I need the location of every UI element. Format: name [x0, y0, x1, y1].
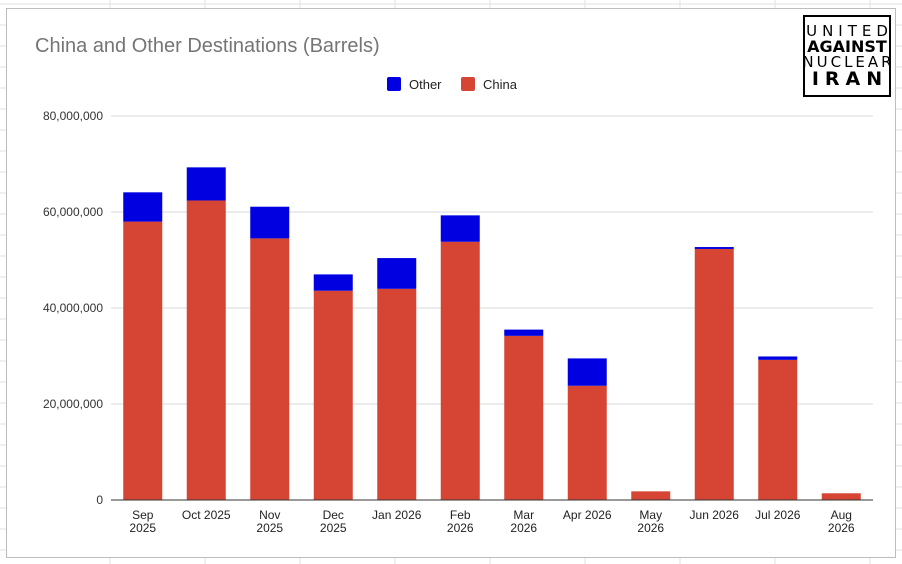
legend-swatch — [461, 77, 475, 91]
uani-logo: UNITED AGAINST NUCLEAR IRAN — [802, 15, 895, 97]
logo-text-line: NUCLEAR — [802, 52, 895, 71]
x-tick-label: 2025 — [320, 521, 347, 535]
x-tick-label: Jun 2026 — [690, 508, 740, 522]
x-tick-label: 2025 — [129, 521, 156, 535]
chart-container[interactable]: China and Other Destinations (Barrels) 0… — [6, 8, 896, 558]
x-tick-label: Mar — [513, 508, 534, 522]
x-tick-label: Feb — [450, 508, 471, 522]
logo-text-line: UNITED — [806, 21, 893, 40]
logo-text-line: AGAINST — [807, 36, 887, 56]
logo-text-line: IRAN — [811, 67, 889, 90]
bar-china — [440, 241, 480, 500]
x-tick-label: 2025 — [256, 521, 283, 535]
bar-china — [694, 248, 734, 500]
bar-china — [631, 491, 671, 500]
bar-china — [758, 359, 798, 500]
bar-other — [186, 167, 226, 201]
bar-china — [821, 493, 861, 500]
bar-other — [694, 247, 734, 249]
y-tick-label: 80,000,000 — [43, 109, 103, 123]
bar-other — [504, 329, 544, 336]
bar-china — [186, 200, 226, 501]
bar-other — [440, 215, 480, 242]
x-tick-label: Oct 2025 — [182, 508, 231, 522]
bar-china — [504, 335, 544, 500]
x-tick-label: Aug — [831, 508, 852, 522]
x-tick-label: 2026 — [510, 521, 537, 535]
bar-other — [313, 274, 353, 291]
legend-item-other[interactable]: Other — [387, 77, 442, 92]
bar-chart: 0 20,000,000 40,000,000 60,000,000 80,000,00… — [43, 77, 873, 535]
x-tick-label: 2026 — [637, 521, 664, 535]
x-tick-label: Sep — [132, 508, 154, 522]
legend-item-china[interactable]: China — [461, 77, 518, 92]
x-tick-label: Jan 2026 — [372, 508, 422, 522]
y-tick-label: 20,000,000 — [43, 397, 103, 411]
bar-china — [123, 221, 163, 500]
x-tick-label: Dec — [323, 508, 344, 522]
bar-other — [758, 356, 798, 360]
bar-china — [313, 290, 353, 500]
x-tick-label: 2026 — [828, 521, 855, 535]
y-tick-label: 40,000,000 — [43, 301, 103, 315]
chart-title: China and Other Destinations (Barrels) — [35, 35, 380, 57]
bar-other — [567, 358, 607, 386]
bar-other — [250, 206, 290, 239]
y-tick-label: 60,000,000 — [43, 205, 103, 219]
legend-label: China — [483, 77, 518, 92]
bar-china — [250, 238, 290, 500]
x-tick-label: 2026 — [447, 521, 474, 535]
legend-swatch — [387, 77, 401, 91]
x-tick-label: Jul 2026 — [755, 508, 801, 522]
x-tick-label: Nov — [259, 508, 280, 522]
bar-other — [123, 192, 163, 222]
bar-other — [377, 258, 417, 289]
bar-china — [377, 288, 417, 500]
bar-china — [567, 385, 607, 500]
x-tick-label: May — [639, 508, 662, 522]
legend-label: Other — [409, 77, 442, 92]
y-tick-label: 0 — [96, 493, 103, 507]
x-tick-label: Apr 2026 — [563, 508, 612, 522]
